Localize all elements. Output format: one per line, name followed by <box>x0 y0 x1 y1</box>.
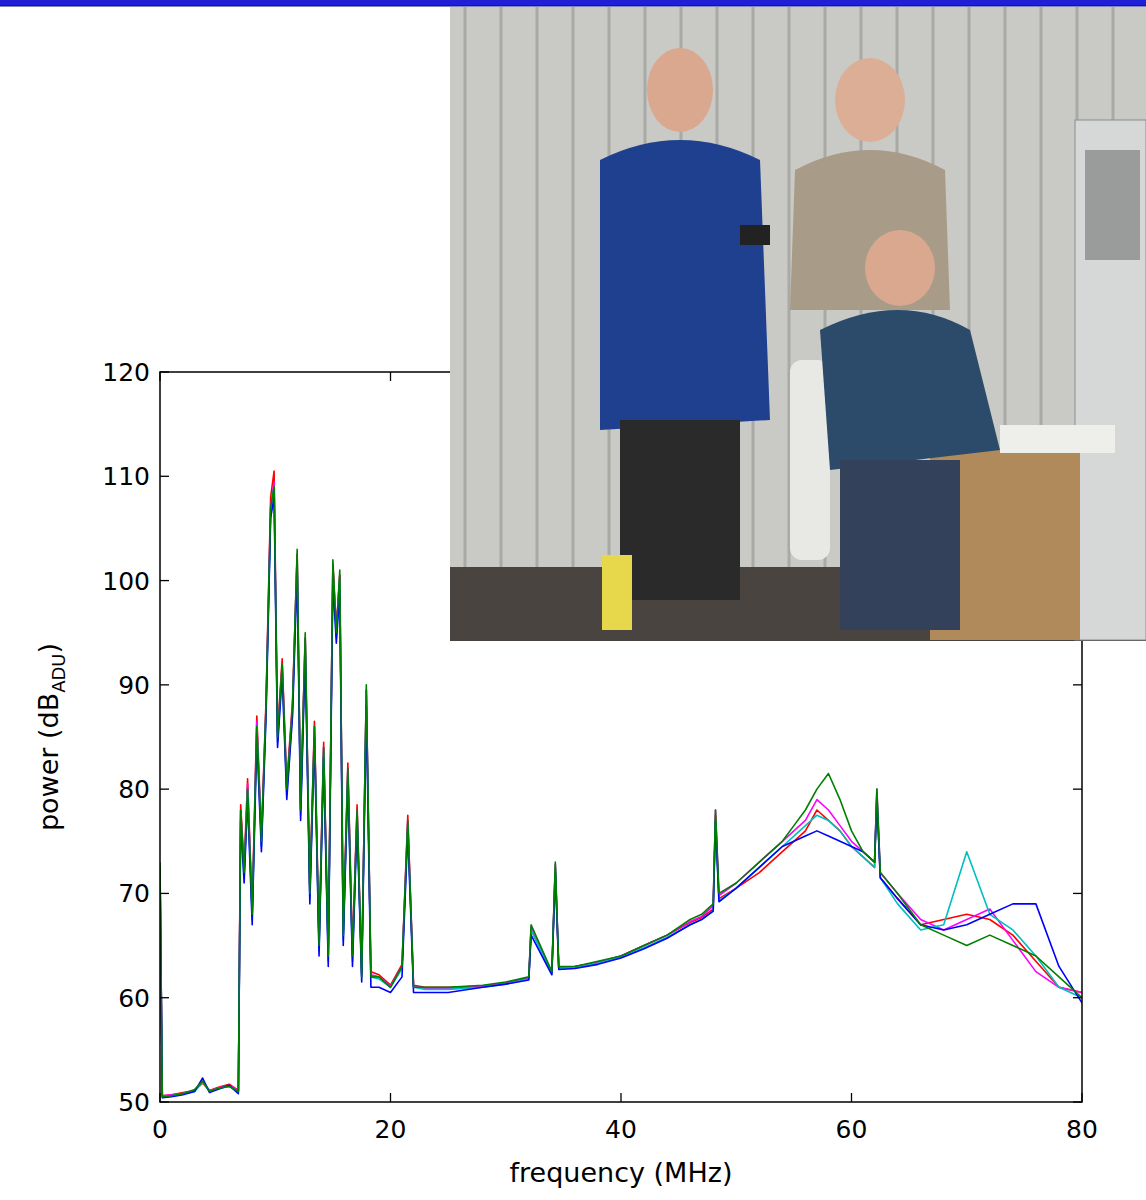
x-tick <box>390 1093 391 1102</box>
y-axis-label-part: power (dB <box>33 693 64 831</box>
photo <box>450 7 1146 641</box>
y-tick-right <box>1073 1101 1082 1102</box>
page: 0 20 40 60 80 50 60 70 80 90 100 110 120 frequency (M… <box>0 0 1146 1200</box>
y-axis-label: power (dBADU) <box>33 643 69 831</box>
x-tick <box>620 1093 621 1102</box>
person-head <box>865 230 935 306</box>
y-tick-label: 90 <box>118 671 150 700</box>
carton <box>602 555 632 630</box>
y-tick <box>160 476 169 477</box>
x-tick-label: 80 <box>1066 1115 1098 1144</box>
y-tick-label: 110 <box>102 462 150 491</box>
x-axis-label: frequency (MHz) <box>510 1157 733 1188</box>
x-tick-label: 40 <box>605 1115 637 1144</box>
x-tick <box>1081 1093 1082 1102</box>
x-tick <box>159 1093 160 1102</box>
y-tick <box>160 893 169 894</box>
y-tick-label: 100 <box>102 567 150 596</box>
person-coat <box>790 150 950 310</box>
person-legs <box>840 460 960 630</box>
x-tick-label: 0 <box>152 1115 168 1144</box>
x-tick-label: 20 <box>375 1115 407 1144</box>
y-tick-right <box>1073 997 1082 998</box>
y-tick <box>160 788 169 789</box>
person-jacket <box>600 140 770 430</box>
person-legs <box>620 420 740 600</box>
y-tick-label: 80 <box>118 775 150 804</box>
y-tick-right <box>1073 893 1082 894</box>
y-axis-label-subscript: ADU <box>48 653 69 692</box>
camera <box>740 225 770 245</box>
y-tick-label: 120 <box>102 358 150 387</box>
plot-frame <box>160 372 1082 1102</box>
wall-stripe <box>464 7 467 567</box>
y-tick-right <box>1073 684 1082 685</box>
y-tick <box>160 371 169 372</box>
y-tick <box>160 580 169 581</box>
x-tick-label: 60 <box>836 1115 868 1144</box>
y-tick-label: 70 <box>118 879 150 908</box>
cabinet-fan <box>1085 150 1140 260</box>
photo-wall <box>450 7 1146 641</box>
wall-stripe <box>536 7 539 567</box>
y-tick <box>160 684 169 685</box>
cabinet <box>1075 120 1146 640</box>
y-tick <box>160 997 169 998</box>
x-tick-top <box>390 372 391 381</box>
banner <box>0 0 1146 6</box>
y-axis-label-part: ) <box>33 643 64 654</box>
person-sweater <box>820 310 1000 470</box>
y-tick-label: 50 <box>118 1088 150 1117</box>
y-tick-right <box>1073 788 1082 789</box>
y-tick-label: 60 <box>118 984 150 1013</box>
chair <box>790 360 830 560</box>
x-tick-top <box>159 372 160 381</box>
wall-stripe <box>572 7 575 567</box>
y-tick <box>160 1101 169 1102</box>
keyboard <box>1000 425 1115 453</box>
banner-edge <box>0 6 1146 7</box>
x-tick <box>851 1093 852 1102</box>
wall-stripe <box>500 7 503 567</box>
person-head <box>647 48 713 132</box>
person-head <box>835 58 905 142</box>
